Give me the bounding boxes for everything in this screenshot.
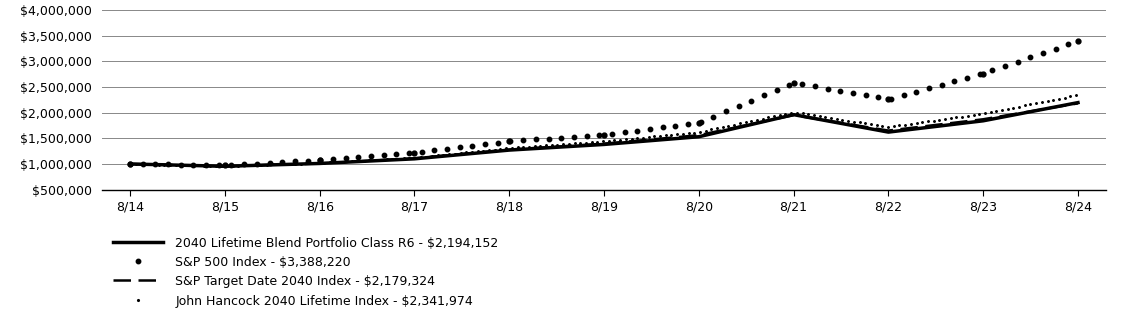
- Line: S&P Target Date 2040 Index - $2,179,324: S&P Target Date 2040 Index - $2,179,324: [130, 103, 1078, 166]
- John Hancock 2040 Lifetime Index - $2,341,974: [576, 141, 589, 145]
- S&P 500 Index - $3,388,220: [597, 133, 611, 137]
- 2040 Lifetime Blend Portfolio Class R6 - $2,194,152: [123, 162, 137, 166]
- 2040 Lifetime Blend Portfolio Class R6 - $2,194,152: [408, 157, 421, 161]
- 2040 Lifetime Blend Portfolio Class R6 - $2,194,152: [313, 162, 326, 165]
- S&P Target Date 2040 Index - $2,179,324: [787, 113, 800, 117]
- John Hancock 2040 Lifetime Index - $2,341,974: [902, 122, 916, 126]
- S&P Target Date 2040 Index - $2,179,324: [882, 129, 895, 132]
- 2040 Lifetime Blend Portfolio Class R6 - $2,194,152: [692, 135, 706, 139]
- S&P Target Date 2040 Index - $2,179,324: [313, 162, 326, 165]
- 2040 Lifetime Blend Portfolio Class R6 - $2,194,152: [882, 130, 895, 134]
- S&P 500 Index - $3,388,220: [313, 158, 326, 162]
- John Hancock 2040 Lifetime Index - $2,341,974: [690, 130, 703, 134]
- S&P 500 Index - $3,388,220: [787, 81, 800, 85]
- 2040 Lifetime Blend Portfolio Class R6 - $2,194,152: [977, 119, 990, 123]
- S&P Target Date 2040 Index - $2,179,324: [502, 147, 516, 151]
- S&P Target Date 2040 Index - $2,179,324: [597, 142, 611, 146]
- S&P 500 Index - $3,388,220: [218, 163, 231, 167]
- S&P Target Date 2040 Index - $2,179,324: [692, 133, 706, 137]
- Line: 2040 Lifetime Blend Portfolio Class R6 - $2,194,152: 2040 Lifetime Blend Portfolio Class R6 -…: [130, 103, 1078, 166]
- 2040 Lifetime Blend Portfolio Class R6 - $2,194,152: [597, 143, 611, 146]
- John Hancock 2040 Lifetime Index - $2,341,974: [1050, 97, 1064, 101]
- 2040 Lifetime Blend Portfolio Class R6 - $2,194,152: [787, 113, 800, 117]
- S&P Target Date 2040 Index - $2,179,324: [218, 164, 231, 168]
- S&P Target Date 2040 Index - $2,179,324: [408, 156, 421, 160]
- John Hancock 2040 Lifetime Index - $2,341,974: [581, 141, 595, 145]
- John Hancock 2040 Lifetime Index - $2,341,974: [123, 162, 137, 166]
- S&P Target Date 2040 Index - $2,179,324: [977, 117, 990, 121]
- S&P 500 Index - $3,388,220: [692, 121, 706, 125]
- Line: S&P 500 Index - $3,388,220: S&P 500 Index - $3,388,220: [128, 39, 1080, 168]
- Line: John Hancock 2040 Lifetime Index - $2,341,974: John Hancock 2040 Lifetime Index - $2,34…: [129, 94, 1079, 167]
- S&P 500 Index - $3,388,220: [408, 151, 421, 155]
- Legend: 2040 Lifetime Blend Portfolio Class R6 - $2,194,152, S&P 500 Index - $3,388,220,: 2040 Lifetime Blend Portfolio Class R6 -…: [108, 232, 504, 313]
- S&P 500 Index - $3,388,220: [977, 72, 990, 76]
- John Hancock 2040 Lifetime Index - $2,341,974: [1071, 93, 1085, 97]
- 2040 Lifetime Blend Portfolio Class R6 - $2,194,152: [218, 164, 231, 168]
- S&P 500 Index - $3,388,220: [123, 162, 137, 166]
- 2040 Lifetime Blend Portfolio Class R6 - $2,194,152: [1071, 101, 1085, 105]
- 2040 Lifetime Blend Portfolio Class R6 - $2,194,152: [502, 148, 516, 152]
- John Hancock 2040 Lifetime Index - $2,341,974: [218, 164, 231, 168]
- S&P Target Date 2040 Index - $2,179,324: [1071, 101, 1085, 105]
- S&P 500 Index - $3,388,220: [882, 97, 895, 101]
- S&P Target Date 2040 Index - $2,179,324: [123, 162, 137, 166]
- S&P 500 Index - $3,388,220: [1071, 39, 1085, 43]
- John Hancock 2040 Lifetime Index - $2,341,974: [638, 135, 651, 139]
- S&P 500 Index - $3,388,220: [502, 139, 516, 143]
